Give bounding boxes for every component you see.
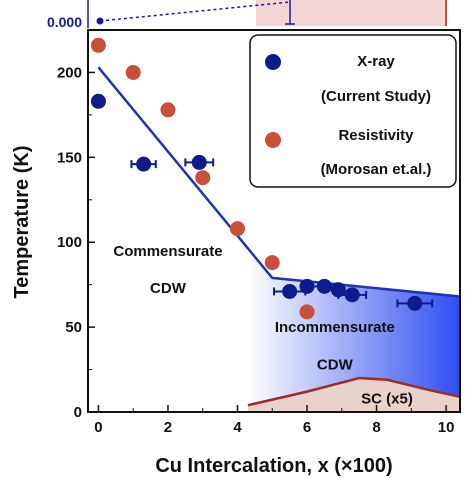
resistivity-point	[264, 255, 280, 271]
resistivity-point	[229, 221, 245, 237]
x-tick-label: 8	[372, 419, 380, 436]
resistivity-point	[299, 304, 315, 320]
legend-resistivity-sublabel: (Morosan et.al.)	[321, 161, 432, 178]
region-annotation: CDW	[150, 280, 187, 297]
region-annotation: Incommensurate	[275, 319, 395, 336]
legend-resistivity-label: Resistivity	[338, 127, 414, 144]
xray-point	[407, 295, 423, 311]
xray-point	[330, 282, 346, 298]
y-tick-label: 200	[57, 64, 82, 81]
xray-point	[90, 93, 106, 109]
resistivity-point	[125, 64, 141, 80]
resistivity-points	[90, 37, 315, 320]
legend-box	[249, 34, 457, 188]
top-panel-dashed-line	[99, 1, 291, 22]
top-panel: 0.000	[47, 0, 447, 30]
x-tick-label: 2	[164, 419, 172, 436]
xray-point	[299, 278, 315, 294]
x-tick-label: 6	[303, 419, 311, 436]
legend-xray-marker	[265, 54, 281, 70]
y-tick-label: 100	[57, 234, 82, 251]
top-panel-shaded-region	[256, 0, 446, 26]
y-tick-label: 50	[65, 319, 82, 336]
plot-area	[90, 37, 460, 412]
resistivity-point	[90, 37, 106, 53]
xray-point	[344, 287, 360, 303]
xray-point	[136, 156, 152, 172]
region-annotation: Commensurate	[113, 243, 222, 260]
y-tick-label: 150	[57, 149, 82, 166]
x-axis-title: Cu Intercalation, x (×100)	[155, 455, 392, 477]
legend-resistivity-marker	[265, 132, 281, 148]
xray-point	[282, 283, 298, 299]
sc-dome-region	[247, 378, 460, 412]
y-tick-label: 0	[74, 404, 82, 421]
region-annotation: SC (x5)	[361, 391, 413, 408]
top-panel-tick-label: 0.000	[47, 14, 82, 30]
cdw-phase-boundary-line	[97, 66, 460, 298]
xray-point	[191, 154, 207, 170]
resistivity-point	[195, 170, 211, 186]
legend-xray-label: X-ray	[357, 53, 395, 70]
sc-dome-line	[247, 376, 460, 407]
region-annotation: CDW	[317, 357, 354, 374]
x-tick-label: 0	[94, 419, 102, 436]
y-axis-title: Temperature (K)	[11, 146, 33, 299]
region-annotations: Commensurate CDW Incommensurate CDW SC (x5)	[113, 243, 412, 408]
x-tick-label: 4	[233, 419, 242, 436]
legend-xray-sublabel: (Current Study)	[321, 88, 431, 105]
x-axis-ticks: 0 2 4 6 8 10	[94, 405, 454, 436]
x-tick-label: 10	[438, 419, 455, 436]
plot-frame	[87, 29, 461, 413]
resistivity-point	[160, 102, 176, 118]
xray-points	[90, 93, 434, 311]
y-axis-ticks: 0 50 100 150 200	[57, 29, 95, 421]
legend: X-ray (Current Study) Resistivity (Moros…	[249, 34, 457, 188]
top-panel-point	[96, 17, 104, 25]
xray-point	[316, 278, 332, 294]
